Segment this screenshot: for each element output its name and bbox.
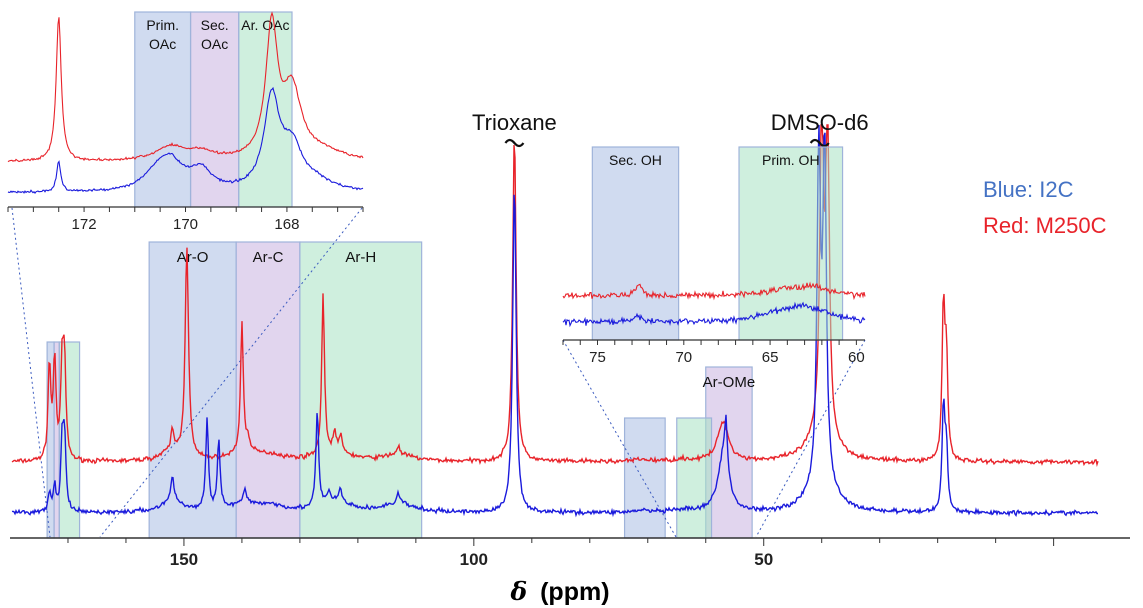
inset-oh: Sec. OH Prim. OH 75 70 65 60 [562,146,866,366]
region-label: Ar-O [177,249,209,266]
peak-labels: Trioxane DMSO-d6 [472,110,869,148]
zoom-guide-lines [11,207,866,538]
inset-tick-label: 75 [589,349,606,366]
legend-blue-label: Blue: I2C [983,177,1074,202]
legend: Blue: I2C Red: M250C [983,177,1107,238]
break-mark [809,138,830,148]
region-ar-o [148,241,237,539]
region-ar-h [299,241,423,539]
inset-region-label: Prim. [146,17,179,33]
region-label: Ar-H [345,249,376,266]
red-spectrum-line [11,124,1099,467]
inset-tick-label: 168 [274,216,299,233]
region-band-5 [676,417,713,539]
x-tick-label: 50 [754,550,773,569]
inset-blue-spectrum [7,86,364,195]
inset-tick-label: 60 [848,349,865,366]
inset-red-spectrum [562,281,866,301]
red-spectrum [11,124,1099,467]
inset-region-label: OAc [201,36,228,52]
inset-blue-spectrum [562,301,866,328]
inset-region-2 [238,11,293,208]
peak-label-dmso-d6: DMSO-d6 [771,110,869,135]
zoom-line [99,207,363,538]
break-mark [504,138,525,148]
region-ar-ome [705,366,753,539]
inset-region-label: Sec. OH [609,152,662,168]
blue-spectrum-line [11,124,1098,518]
inset-red-spectrum [7,11,364,163]
inset-tick-label: 172 [72,216,97,233]
x-tick-label: 150 [170,550,198,569]
x-axis-label: δ (ppm) [509,577,609,606]
inset-oac: Prim. OAc Sec. OAc Ar. OAc 172 170 168 [7,11,364,233]
main-regions: Ar-O Ar-C Ar-H Ar-OMe [46,241,756,539]
inset-tick-label: 170 [173,216,198,233]
inset-tick-label: 70 [675,349,692,366]
x-tick-label: 100 [460,550,488,569]
inset-region-0 [591,146,680,341]
blue-spectrum [11,124,1098,518]
x-axis-unit: (ppm) [540,578,609,606]
inset-region-label: OAc [149,36,176,52]
inset-region-label: Prim. OH [762,152,820,168]
region-label: Ar-OMe [703,374,756,391]
inset-tick-label: 65 [762,349,779,366]
region-band-4 [623,417,666,539]
x-axis: 150 100 50 [10,537,1130,569]
peak-label-trioxane: Trioxane [472,110,557,135]
inset-region-label: Sec. [201,17,229,33]
legend-red-label: Red: M250C [983,213,1107,238]
x-axis-symbol: δ [509,577,527,606]
region-label: Ar-C [253,249,284,266]
inset-region-label: Ar. OAc [241,17,289,33]
region-band-8 [58,341,81,539]
zoom-line [11,207,51,538]
zoom-line [755,339,866,538]
